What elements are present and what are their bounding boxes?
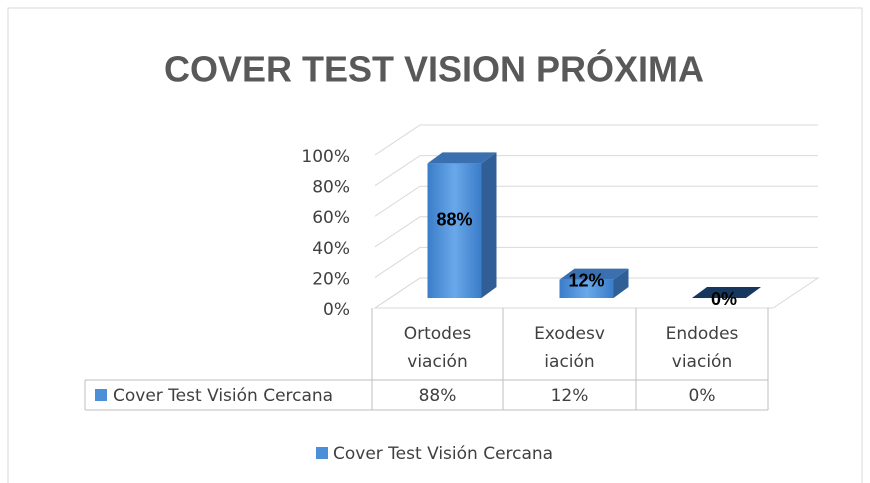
grid-line xyxy=(374,216,818,248)
table-legend-key xyxy=(95,389,107,401)
bar-top xyxy=(559,268,629,280)
chart-frame xyxy=(7,7,863,483)
bar xyxy=(692,287,761,299)
bar xyxy=(427,152,497,298)
floor xyxy=(373,277,820,309)
y-tick-label: 40% xyxy=(312,239,350,259)
bar-front xyxy=(427,163,482,298)
x-tick-label: Ortodes viación xyxy=(404,324,472,372)
y-tick-label: 60% xyxy=(312,208,350,228)
legend-key xyxy=(316,447,328,459)
y-tick-label: 0% xyxy=(323,300,350,320)
legend-label: Cover Test Visión Cercana xyxy=(333,444,553,464)
bar-side xyxy=(481,152,497,298)
y-tick-label: 100% xyxy=(301,147,350,167)
x-tick-label: Endodes viación xyxy=(666,324,739,372)
bar-side xyxy=(613,268,629,298)
table-cell: 88% xyxy=(419,386,457,406)
y-tick-label: 80% xyxy=(312,178,350,198)
bar-top xyxy=(692,287,761,298)
data-label: 0% xyxy=(711,289,737,309)
data-label: 88% xyxy=(436,209,472,229)
bar-top xyxy=(427,152,497,164)
bar-front xyxy=(559,279,614,298)
table-cell: 12% xyxy=(551,386,589,406)
y-tick-label: 20% xyxy=(312,269,350,289)
data-label: 12% xyxy=(568,270,604,290)
table-series-name: Cover Test Visión Cercana xyxy=(113,386,333,406)
grid-line xyxy=(374,185,818,217)
grid-line xyxy=(374,155,818,187)
table-cell: 0% xyxy=(689,386,716,406)
grid-line xyxy=(374,124,818,156)
chart-title: COVER TEST VISION PRÓXIMA xyxy=(164,48,704,90)
bar xyxy=(559,268,629,298)
x-tick-label: Exodesv iación xyxy=(534,324,605,372)
grid-line xyxy=(374,246,818,278)
